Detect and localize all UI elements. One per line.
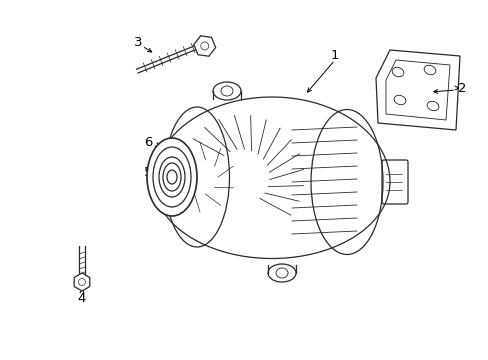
Text: 5: 5	[143, 166, 152, 179]
Ellipse shape	[153, 147, 191, 207]
Polygon shape	[74, 273, 90, 291]
Polygon shape	[375, 50, 459, 130]
Ellipse shape	[159, 157, 184, 197]
Text: 4: 4	[78, 292, 86, 305]
Polygon shape	[193, 36, 215, 56]
Text: 2: 2	[457, 81, 465, 95]
Ellipse shape	[147, 138, 197, 216]
Ellipse shape	[163, 163, 181, 191]
Text: 1: 1	[330, 49, 339, 62]
Text: 3: 3	[134, 36, 142, 49]
Ellipse shape	[167, 170, 177, 184]
Text: 6: 6	[143, 135, 152, 149]
